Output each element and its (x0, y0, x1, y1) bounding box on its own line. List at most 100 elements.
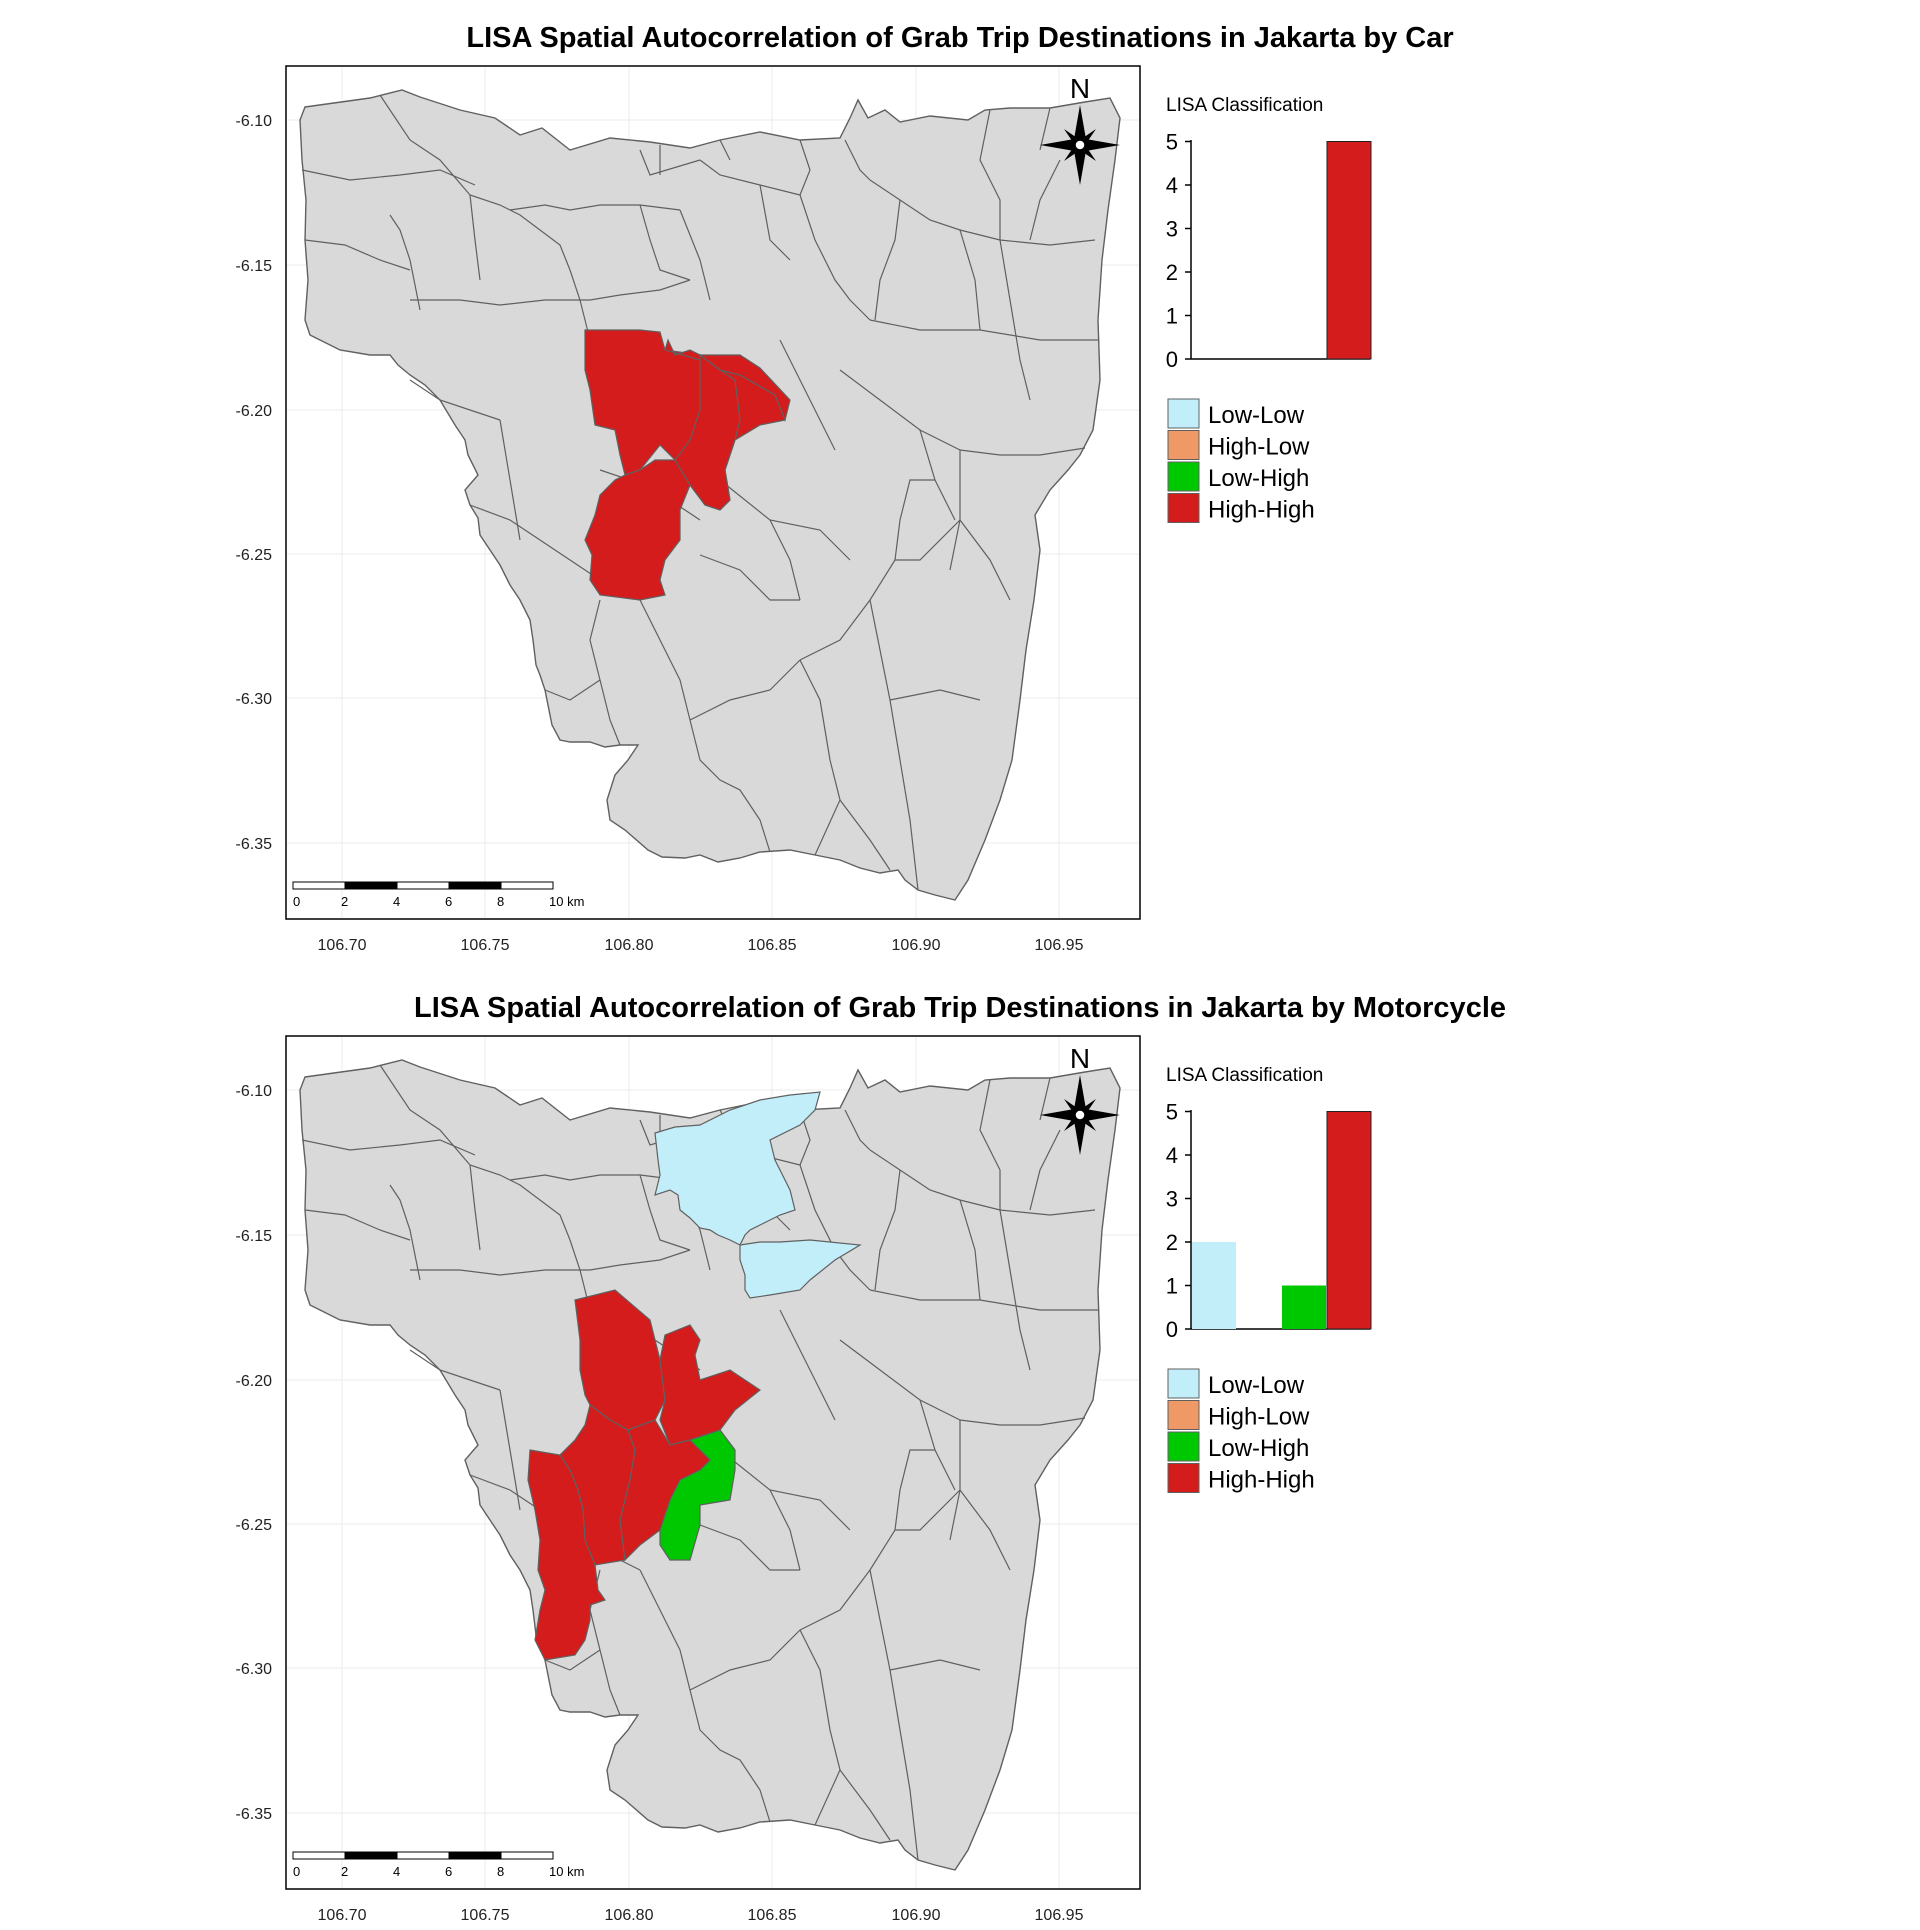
map-plot-area (285, 1035, 1141, 1890)
district-border (499, 1389, 521, 1511)
district-border (959, 1417, 1086, 1426)
district-border (839, 1339, 961, 1421)
district-border (839, 1769, 891, 1841)
district-border (689, 1689, 771, 1823)
map-title-motorcycle: LISA Spatial Autocorrelation of Grab Tri… (413, 992, 1507, 1024)
legend-items: Low-Low High-Low Low-High High-High (1167, 398, 1315, 524)
district-border (639, 1569, 691, 1691)
legend-swatch-low-high (1167, 461, 1200, 492)
scale-bar-segment (396, 1851, 450, 1860)
histogram-tick-label: 5 (1166, 1100, 1178, 1125)
legend-title: LISA Classification (1166, 95, 1323, 116)
histogram-tick-label: 0 (1166, 1317, 1178, 1342)
x-tick-label: 106.70 (318, 1907, 367, 1924)
legend-swatch-low-low (1167, 1368, 1200, 1399)
district-border (301, 1139, 476, 1156)
y-tick-label: -6.35 (236, 1806, 273, 1823)
scale-bar-label: 10 km (549, 894, 584, 909)
legend-title: LISA Classification (1166, 1065, 1323, 1086)
district-border (839, 799, 891, 871)
district-border (639, 204, 691, 281)
scale-bar: 0 2 4 6 8 10 km (292, 881, 584, 909)
compass-center (1074, 139, 1086, 151)
scale-bar-segment (344, 1851, 398, 1860)
district-border (304, 239, 411, 271)
district-border (869, 1289, 1098, 1311)
district-border (679, 209, 711, 301)
north-arrow-icon: N (1040, 73, 1120, 185)
lisa-region-low-low (654, 1091, 821, 1246)
district-border (639, 599, 691, 721)
district-border (999, 239, 1031, 401)
district-border (304, 1209, 411, 1241)
district-border (689, 719, 771, 853)
scale-bar-label: 0 (293, 1864, 300, 1879)
district-border (301, 169, 476, 186)
district-border (699, 1524, 800, 1571)
histogram-tick-label: 2 (1166, 260, 1178, 285)
district-border (1029, 1129, 1061, 1211)
district-border (719, 139, 731, 161)
north-arrow-icon: N (1040, 1043, 1120, 1155)
district-border (869, 599, 981, 701)
histogram-bar-high-high (1326, 1111, 1372, 1330)
district-border (999, 1209, 1031, 1371)
x-tick-label: 106.70 (318, 937, 367, 954)
legend-swatch-low-high (1167, 1431, 1200, 1462)
district-border (839, 369, 961, 451)
y-tick-label: -6.30 (236, 691, 273, 708)
district-border (469, 504, 541, 541)
district-border (894, 479, 935, 561)
histogram-bar-high-high (1326, 141, 1372, 360)
scale-bar-label: 6 (445, 1864, 452, 1879)
district-border (889, 1669, 919, 1861)
district-border (769, 1489, 801, 1571)
district-border (799, 1529, 896, 1631)
scale-bar-segment (292, 881, 346, 890)
scale-bar-label: 2 (341, 1864, 348, 1879)
district-border (799, 559, 896, 661)
district-border (844, 1109, 871, 1151)
y-tick-label: -6.35 (236, 836, 273, 853)
scale-bar-label: 4 (393, 894, 400, 909)
legend-swatch-low-low (1167, 398, 1200, 429)
lisa-region-high-high (527, 1449, 606, 1661)
district-border (639, 1174, 691, 1251)
scale-bar-label: 2 (341, 894, 348, 909)
district-border (379, 94, 571, 271)
district-border (959, 1199, 1096, 1216)
district-border (469, 1474, 541, 1511)
district-border (979, 109, 1001, 240)
legend-swatch-high-low (1167, 1400, 1200, 1430)
scale-bar: 0 2 4 6 8 10 km (292, 1851, 584, 1879)
district-border (409, 1349, 501, 1391)
district-border (799, 194, 871, 321)
district-border (869, 1149, 961, 1201)
district-border (869, 1569, 981, 1671)
district-border (1039, 107, 1051, 151)
district-border (959, 1489, 1011, 1571)
histogram-tick-label: 4 (1166, 173, 1178, 198)
y-tick-label: -6.15 (236, 258, 273, 275)
scale-bar-label: 8 (497, 894, 504, 909)
legend-label-low-high: Low-High (1208, 1435, 1309, 1462)
map-panel-motorcycle: 106.70 106.75 106.80 106.85 106.90 106.95 -6.1… (236, 1035, 1372, 1924)
y-tick-label: -6.10 (236, 1083, 273, 1100)
district-border (719, 1449, 851, 1531)
legend-label-high-high: High-High (1208, 497, 1315, 524)
x-tick-label: 106.95 (1035, 1907, 1084, 1924)
district-border (799, 1629, 841, 1826)
district-border (410, 1249, 691, 1276)
scale-bar-label: 4 (393, 1864, 400, 1879)
y-tick-label: -6.15 (236, 1228, 273, 1245)
x-tick-label: 106.80 (605, 1907, 654, 1924)
district-border (1029, 159, 1061, 241)
district-border (894, 1449, 935, 1531)
scale-bar-label: 6 (445, 894, 452, 909)
district-border (689, 1629, 801, 1691)
district-border (874, 199, 901, 321)
district-border (869, 179, 961, 231)
legend-label-low-low: Low-Low (1208, 402, 1305, 429)
district-border (389, 1184, 421, 1281)
north-label: N (1070, 1043, 1090, 1074)
